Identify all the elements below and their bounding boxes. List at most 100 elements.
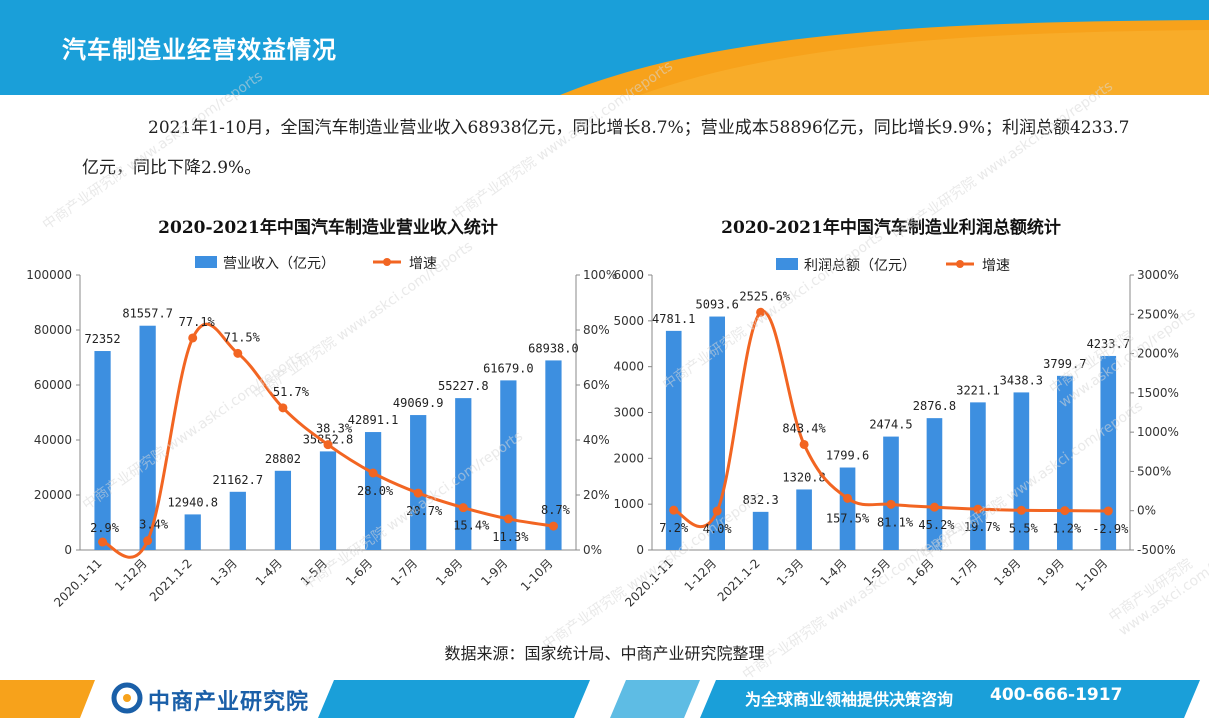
bar-value-label: 72352	[84, 332, 120, 346]
growth-point	[973, 504, 983, 514]
bar-value-label: 832.3	[743, 493, 779, 507]
y-tick-label: 80000	[34, 323, 72, 337]
y-tick-label: 6000	[613, 268, 644, 282]
bar	[926, 418, 943, 550]
bar	[752, 511, 769, 550]
legend-line-marker	[956, 260, 964, 268]
y-tick-label: 0	[64, 543, 72, 557]
growth-value-label: 2.9%	[90, 521, 120, 535]
growth-point	[278, 403, 288, 413]
x-tick-label: 1-3月	[774, 556, 806, 588]
y2-tick-label: 1500%	[1137, 386, 1179, 400]
intro-paragraph: 2021年1-10月，全国汽车制造业营业收入68938亿元，同比增长8.7%；营…	[82, 118, 1130, 178]
growth-value-label: 8.7%	[541, 503, 571, 517]
legend-bar-label: 利润总额（亿元）	[804, 258, 916, 274]
growth-point	[929, 502, 939, 512]
bar	[1056, 375, 1073, 550]
y-tick-label: 0	[636, 543, 644, 557]
bar-value-label: 42891.1	[348, 413, 399, 427]
legend-line-label: 增速	[409, 256, 437, 272]
y2-tick-label: 20%	[583, 488, 610, 502]
bar-value-label: 2876.8	[913, 399, 956, 413]
growth-point	[323, 440, 333, 450]
data-source: 数据来源：国家统计局、中商产业研究院整理	[444, 644, 765, 663]
bar	[229, 491, 246, 550]
x-tick-label: 2021.1-2	[147, 556, 195, 604]
y-tick-label: 1000	[613, 497, 644, 511]
growth-point	[799, 439, 809, 449]
footer-slogan: 为全球商业领袖提供决策咨询	[745, 690, 954, 709]
growth-value-label: -2.9%	[1092, 522, 1129, 536]
bar-value-label: 21162.7	[213, 473, 264, 487]
bar	[184, 514, 201, 550]
growth-value-label: 20.7%	[406, 504, 443, 518]
revenue-chart: 2020-2021年中国汽车制造业营业收入统计 营业收入（亿元） 增速 0 20000 4…	[26, 205, 617, 625]
y-tick-label: 3000	[613, 406, 644, 420]
bar	[1100, 355, 1117, 550]
legend-bar-label: 营业收入（亿元）	[223, 256, 335, 272]
growth-point	[503, 514, 513, 524]
y2-tick-label: 3000%	[1137, 268, 1179, 282]
chart-title: 2020-2021年中国汽车制造业利润总额统计	[721, 217, 1061, 238]
bar-value-label: 5093.6	[696, 298, 739, 312]
x-tick-label: 1-4月	[817, 556, 849, 588]
growth-value-label: 843.4%	[782, 421, 826, 435]
growth-point	[756, 307, 766, 317]
y-tick-label: 4000	[613, 360, 644, 374]
growth-value-label: 51.7%	[273, 385, 310, 399]
x-tick-label: 1-9月	[1035, 556, 1067, 588]
bar	[274, 470, 292, 550]
profit-chart: 2020-2021年中国汽车制造业利润总额统计利润总额（亿元） 增速 0 1000 20…	[610, 205, 1185, 625]
bar-value-label: 2474.5	[869, 418, 912, 432]
legend-line-label: 增速	[982, 258, 1010, 274]
y-tick-label: 20000	[34, 488, 72, 502]
bar-value-label: 3799.7	[1043, 357, 1086, 371]
footer-logo-text: 中商产业研究院	[148, 690, 310, 715]
x-tick-label: 1-9月	[478, 556, 510, 588]
bar	[665, 330, 682, 550]
growth-value-label: 4.0%	[703, 522, 733, 536]
footer-background	[0, 680, 1200, 718]
x-tick-label: 1-4月	[253, 556, 285, 588]
bar-value-label: 68938.0	[528, 341, 579, 355]
y-tick-label: 2000	[613, 451, 644, 465]
growth-point	[188, 333, 198, 343]
y-tick-label: 40000	[34, 433, 72, 447]
bar-value-label: 55227.8	[438, 379, 489, 393]
growth-point	[233, 348, 243, 358]
growth-point	[413, 488, 423, 498]
bar-value-label: 3221.1	[956, 383, 999, 397]
growth-value-label: 19.7%	[964, 520, 1001, 534]
growth-point	[1103, 506, 1113, 516]
x-tick-label: 2021.1-2	[715, 556, 763, 604]
bar-value-label: 3438.3	[1000, 373, 1043, 387]
bar	[796, 489, 812, 550]
growth-value-label: 2525.6%	[739, 289, 790, 303]
growth-value-label: 11.3%	[492, 530, 529, 544]
growth-point	[843, 493, 853, 503]
growth-value-label: 71.5%	[224, 330, 261, 344]
y2-tick-label: 0%	[583, 543, 602, 557]
growth-value-label: 28.0%	[357, 484, 394, 498]
x-tick-label: 1-8月	[433, 556, 465, 588]
y2-tick-label: 2500%	[1137, 307, 1179, 321]
y2-tick-label: -500%	[1137, 543, 1176, 557]
bar	[970, 402, 986, 550]
bar-value-label: 28802	[265, 452, 301, 466]
growth-point	[368, 468, 378, 478]
growth-point	[886, 499, 896, 509]
growth-point	[98, 537, 108, 547]
bar	[883, 436, 899, 550]
bar-value-label: 81557.7	[122, 307, 173, 321]
bar	[319, 451, 337, 550]
x-tick-label: 1-7月	[948, 556, 980, 588]
growth-value-label: 7.2%	[659, 521, 689, 535]
bar	[364, 432, 382, 550]
growth-point	[1060, 506, 1070, 516]
footer-bar	[0, 680, 1209, 718]
growth-value-label: 3.4%	[139, 518, 169, 532]
y2-tick-label: 100%	[583, 268, 617, 282]
bar-value-label: 12940.8	[167, 495, 218, 509]
